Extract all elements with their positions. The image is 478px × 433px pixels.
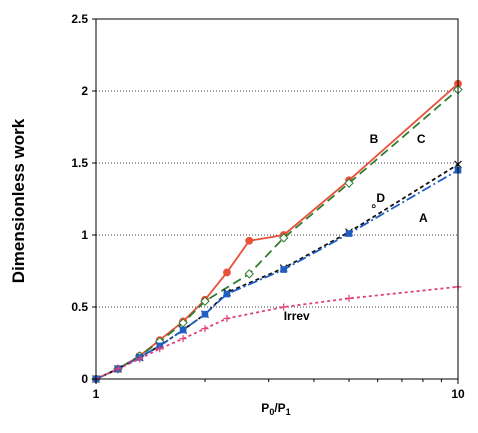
point-a-5	[201, 310, 209, 318]
x-tick-label-0: 1	[93, 387, 100, 401]
point-a-8	[345, 230, 353, 237]
y-tick-label-3: 1.5	[71, 156, 88, 170]
series-irrev	[92, 283, 462, 383]
x-tick-label-1: 10	[451, 387, 465, 401]
point-a-7	[280, 266, 288, 273]
point-irrev-8	[345, 294, 353, 302]
y-tick-label-2: 1	[81, 228, 88, 242]
point-irrev-4	[179, 335, 187, 343]
y-axis-label: Dimensionless work	[9, 118, 28, 283]
point-irrev-6	[223, 315, 231, 323]
x-axis-label-sub0: 0	[269, 407, 274, 417]
series-line-irrev	[95, 285, 459, 380]
x-axis-label: P0/P1	[261, 401, 290, 417]
tick-labels: 0 0.5 1 1.5 2 2.5 1 10	[71, 12, 465, 401]
annotation-irrev: Irrev	[284, 309, 310, 323]
annotations: B C D A Irrev	[284, 132, 428, 323]
x-axis-label-sub1: 1	[286, 407, 291, 417]
y-tick-label-4: 2	[81, 84, 88, 98]
point-a-4	[179, 326, 187, 334]
point-c-6	[244, 269, 254, 279]
series-b	[92, 79, 462, 383]
axes	[92, 18, 459, 384]
point-c-7	[278, 233, 289, 243]
point-irrev-2	[136, 355, 144, 363]
annotation-a: A	[419, 211, 428, 225]
point-irrev-1	[114, 365, 122, 373]
point-b-7	[245, 236, 254, 245]
point-irrev-5	[201, 325, 209, 333]
grid-lines	[96, 18, 458, 308]
plot-frame	[95, 18, 459, 380]
series-line-b	[95, 83, 459, 380]
point-c-5	[200, 296, 210, 306]
y-tick-label-5: 2.5	[71, 12, 88, 26]
point-b-6	[223, 268, 231, 277]
annotation-b: B	[370, 132, 379, 146]
x-axis-label-slash: /P	[274, 401, 285, 415]
x-axis-label-main: P	[261, 401, 269, 415]
annotation-d: D	[376, 191, 385, 205]
point-c-8	[344, 178, 354, 188]
y-tick-label-1: 0.5	[71, 300, 88, 314]
point-irrev-7	[280, 303, 288, 311]
point-a-6	[223, 290, 231, 298]
annotation-c: C	[417, 132, 426, 146]
series-group	[91, 79, 463, 384]
y-tick-label-0: 0	[81, 372, 88, 386]
annotation-d-marker	[371, 204, 376, 209]
point-irrev-3	[156, 345, 164, 353]
